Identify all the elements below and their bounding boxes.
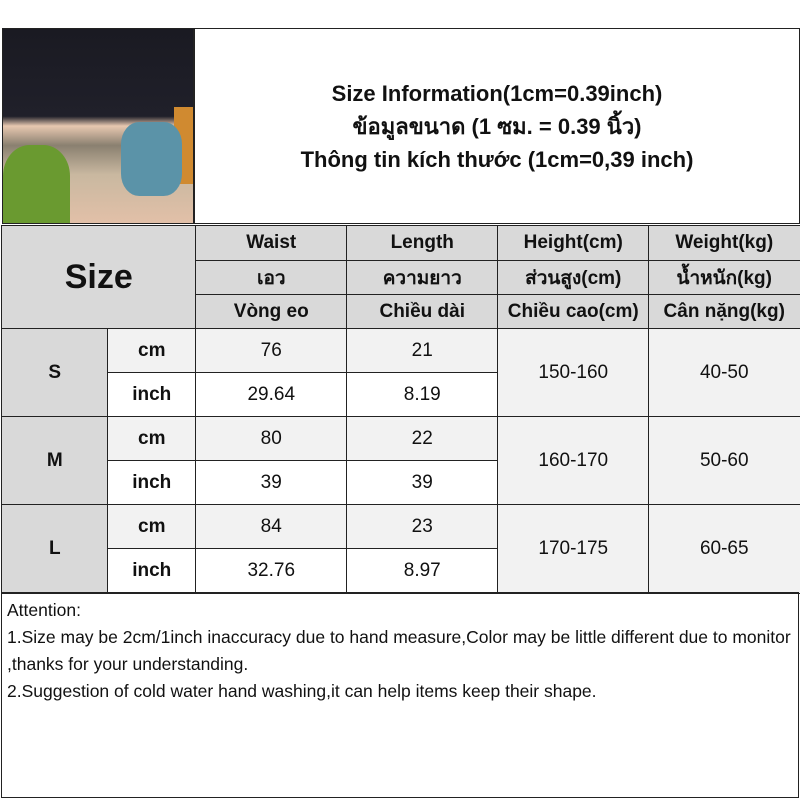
note-item: 2.Suggestion of cold water hand washing,…	[7, 681, 597, 701]
waist-inch: 39	[195, 460, 348, 506]
product-photo	[2, 28, 194, 224]
length-inch: 8.19	[346, 372, 499, 418]
size-label: L	[1, 504, 109, 594]
column-header: Vòng eo	[195, 294, 348, 330]
unit-label: inch	[107, 548, 197, 594]
waist-inch: 32.76	[195, 548, 348, 594]
unit-label: cm	[107, 504, 197, 550]
title-english: Size Information(1cm=0.39inch)	[331, 80, 663, 106]
column-header: เอว	[195, 260, 348, 296]
unit-label: cm	[107, 416, 197, 462]
length-inch: 8.97	[346, 548, 499, 594]
height-range: 150-160	[497, 328, 650, 418]
column-header: น้ำหนัก(kg)	[648, 260, 800, 296]
waist-cm: 84	[195, 504, 348, 550]
weight-range: 50-60	[648, 416, 800, 506]
column-header: Waist	[195, 225, 348, 262]
column-header: Chiều dài	[346, 294, 499, 330]
size-info-title: Size Information(1cm=0.39inch) ข้อมูลขนา…	[194, 28, 800, 224]
column-header: ส่วนสูง(cm)	[497, 260, 650, 296]
waist-cm: 80	[195, 416, 348, 462]
weight-range: 40-50	[648, 328, 800, 418]
column-header: Length	[346, 225, 499, 262]
title-thai: ข้อมูลขนาด (1 ซม. = 0.39 นิ้ว)	[352, 113, 642, 139]
size-label: M	[1, 416, 109, 506]
column-header: Height(cm)	[497, 225, 650, 262]
weight-range: 60-65	[648, 504, 800, 594]
length-cm: 23	[346, 504, 499, 550]
unit-label: inch	[107, 460, 197, 506]
height-range: 160-170	[497, 416, 650, 506]
size-label: S	[1, 328, 109, 418]
height-range: 170-175	[497, 504, 650, 594]
title-vietnamese: Thông tin kích thước (1cm=0,39 inch)	[300, 146, 694, 172]
size-header: Size	[1, 225, 197, 330]
length-cm: 21	[346, 328, 499, 374]
unit-label: cm	[107, 328, 197, 374]
waist-cm: 76	[195, 328, 348, 374]
length-cm: 22	[346, 416, 499, 462]
column-header: ความยาว	[346, 260, 499, 296]
waist-inch: 29.64	[195, 372, 348, 418]
column-header: Weight(kg)	[648, 225, 800, 262]
attention-notes: Attention: 1.Size may be 2cm/1inch inacc…	[1, 592, 799, 798]
column-header: Cân nặng(kg)	[648, 294, 800, 330]
length-inch: 39	[346, 460, 499, 506]
unit-label: inch	[107, 372, 197, 418]
column-header: Chiều cao(cm)	[497, 294, 650, 330]
notes-heading: Attention:	[7, 600, 81, 620]
note-item: 1.Size may be 2cm/1inch inaccuracy due t…	[7, 627, 791, 674]
